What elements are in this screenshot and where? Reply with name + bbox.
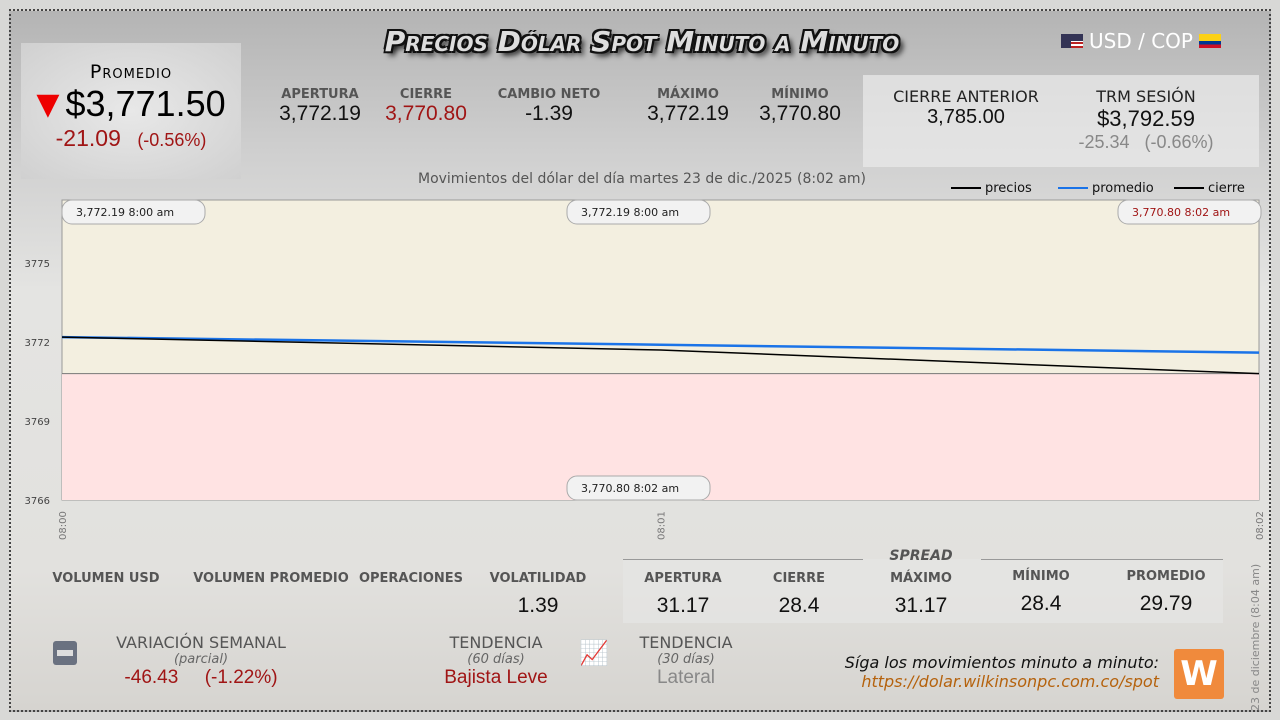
spread-minimo: MÍNIMO 28.4	[1012, 569, 1070, 615]
divider	[623, 559, 863, 560]
stat-maximo: MÁXIMO 3,772.19	[647, 87, 729, 125]
currency-pair: USD / COP	[1061, 29, 1221, 53]
variacion-semanal: VARIACIÓN SEMANAL (parcial) -46.43 (-1.2…	[116, 633, 286, 688]
legend-promedio-label: promedio	[1092, 181, 1154, 196]
promedio-label: Promedio	[89, 61, 173, 83]
tooltip-box	[1117, 199, 1262, 225]
spread-apertura: APERTURA 31.17	[644, 571, 722, 617]
page-title: Precios Dólar Spot Minuto a Minuto	[384, 25, 900, 58]
y-tick-label: 3766	[25, 496, 50, 507]
legend-precios-label: precios	[985, 181, 1032, 196]
legend-cierre-label: cierre	[1208, 181, 1245, 196]
cierre-anterior: CIERRE ANTERIOR 3,785.00	[893, 87, 1039, 128]
timestamp: 23 de diciembre (8:04 am)	[1249, 563, 1262, 711]
price-chart[interactable]: 3775 3772 3769 3766 08:00 08:01 08:02 3,772.19 …	[11, 11, 1266, 540]
stat-cierre: CIERRE 3,770.80	[385, 87, 467, 125]
volumen-promedio: VOLUMEN PROMEDIO	[193, 571, 349, 586]
spread-maximo: MÁXIMO 31.17	[890, 571, 952, 617]
tooltip-box	[61, 199, 206, 225]
calendar-icon	[53, 641, 77, 665]
tendencia-30: TENDENCIA (30 días) Lateral	[639, 633, 733, 688]
wilkinson-logo[interactable]: W	[1174, 649, 1224, 699]
spread-cierre: CIERRE 28.4	[772, 571, 826, 617]
down-arrow-icon: ▼	[36, 86, 60, 122]
promedio-value: $3,771.50	[65, 83, 226, 124]
tendencia-60: TENDENCIA (60 días) Bajista Leve	[444, 633, 548, 688]
trm-sesion: TRM SESIÓN $3,792.59 -25.34 (-0.66%)	[1078, 87, 1214, 152]
follow-link[interactable]: https://dolar.wilkinsonpc.com.co/spot	[861, 672, 1159, 691]
stat-apertura: APERTURA 3,772.19	[279, 87, 361, 125]
y-tick-label: 3769	[25, 417, 50, 428]
series-precios-line	[61, 336, 1260, 375]
divider	[981, 559, 1223, 560]
promedio-change-pct: (-0.56%)	[137, 130, 207, 150]
series-promedio-line	[61, 335, 1260, 354]
tooltip-box	[566, 475, 711, 501]
promedio-box: Promedio ▼ $3,771.50 -21.09 (-0.56%)	[21, 43, 241, 179]
follow-text: Síga los movimientos minuto a minuto:	[844, 653, 1159, 672]
operaciones: OPERACIONES	[358, 571, 464, 586]
tooltip-box	[566, 199, 711, 225]
chart-subtitle: Movimientos del dólar del día martes 23 …	[417, 171, 867, 187]
tooltip-text: 3,772.19 8:00 am	[581, 206, 679, 219]
follow-box: Síga los movimientos minuto a minuto: ht…	[845, 653, 1159, 691]
chart-trend-icon: 📈	[579, 639, 609, 667]
spread-title: SPREAD	[889, 548, 953, 564]
x-tick-label: 08:01	[657, 511, 668, 540]
stat-minimo: MÍNIMO 3,770.80	[759, 87, 841, 125]
colombia-flag-icon	[1199, 34, 1221, 48]
tooltip-text: 3,770.80 8:02 am	[581, 482, 679, 495]
volatilidad: VOLATILIDAD 1.39	[489, 571, 587, 617]
x-tick-label: 08:02	[1255, 511, 1266, 540]
y-tick-label: 3772	[25, 338, 50, 349]
us-flag-icon	[1061, 34, 1084, 48]
promedio-change: -21.09	[55, 125, 121, 151]
stat-cambio-neto: CAMBIO NETO -1.39	[497, 87, 601, 125]
volumen-usd: VOLUMEN USD	[52, 571, 160, 586]
tooltip-text: 3,772.19 8:00 am	[76, 206, 174, 219]
pair-label: USD / COP	[1089, 29, 1193, 53]
spread-promedio: PROMEDIO 29.79	[1126, 569, 1206, 615]
spread-box	[623, 559, 1223, 623]
tooltip-text: 3,770.80 8:02 am	[1132, 206, 1230, 219]
prev-box	[863, 75, 1259, 167]
dashboard: Precios Dólar Spot Minuto a Minuto USD /…	[9, 9, 1271, 712]
y-tick-label: 3775	[25, 259, 50, 270]
x-tick-label: 08:00	[58, 511, 69, 540]
